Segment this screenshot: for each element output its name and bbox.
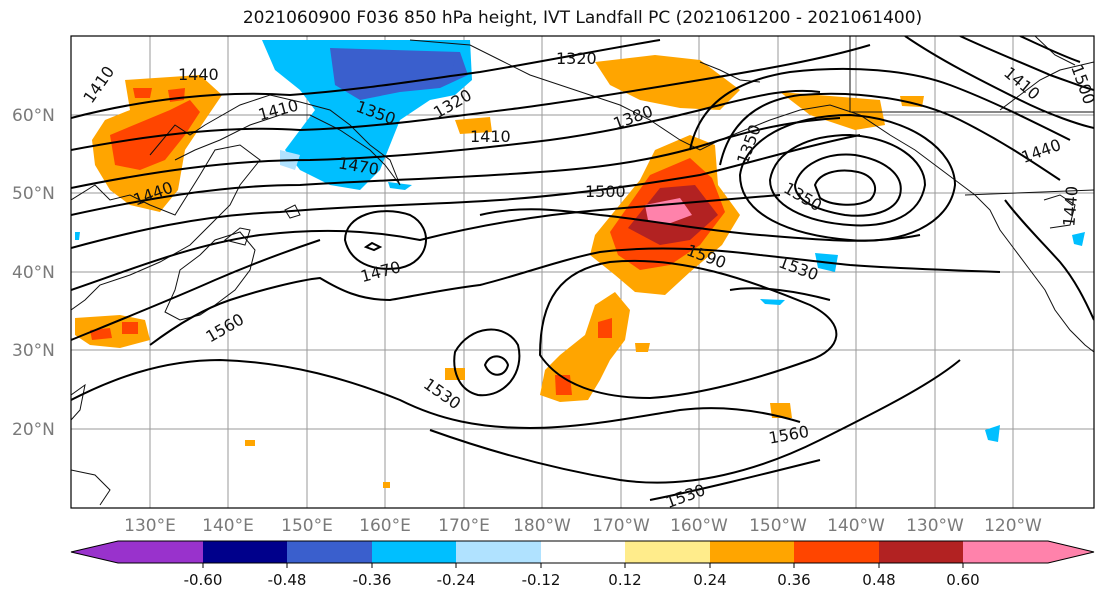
longitude-labels: 130°E 140°E 150°E 160°E 170°E 180°W 170°…: [124, 516, 1042, 536]
height-contours: [71, 36, 1094, 501]
contour-label: 1410: [470, 127, 511, 146]
colorbar-swatch: [203, 541, 287, 563]
lon-label: 170°E: [438, 516, 490, 536]
map-title: 2021060900 F036 850 hPa height, IVT Land…: [242, 8, 923, 28]
colorbar-swatch: [372, 541, 456, 563]
lon-label: 120°W: [984, 516, 1042, 536]
lon-label: 140°E: [202, 516, 254, 536]
colorbar-swatch: [794, 541, 879, 563]
contour-label: 1440: [1059, 185, 1081, 227]
contour-label: 1500: [585, 182, 626, 201]
colorbar-tick-label: -0.12: [522, 571, 561, 589]
colorbar-swatch: [541, 541, 625, 563]
map-border: [70, 35, 1095, 509]
lat-label: 20°N: [12, 420, 55, 440]
lon-label: 160°W: [670, 516, 728, 536]
lat-label: 30°N: [12, 341, 55, 361]
lon-label: 150°W: [749, 516, 807, 536]
colorbar-tick-label: -0.36: [353, 571, 392, 589]
lon-label: 150°E: [281, 516, 333, 536]
colorbar-tick-label: -0.24: [437, 571, 476, 589]
colorbar: -0.60 -0.48 -0.36 -0.24 -0.12 0.12 0.24 …: [70, 540, 1095, 589]
contour-label: 1320: [556, 49, 597, 68]
lon-label: 140°W: [827, 516, 885, 536]
colorbar-swatch: [287, 541, 372, 563]
colorbar-outline: [70, 540, 1095, 564]
colorbar-tick-label: -0.48: [268, 571, 307, 589]
colorbar-tick-label: 0.24: [693, 571, 726, 589]
colorbar-swatch: [625, 541, 710, 563]
colorbar-tick-label: 0.48: [862, 571, 895, 589]
colorbar-swatch: [1048, 541, 1094, 563]
lon-label: 130°E: [124, 516, 176, 536]
lat-label: 60°N: [12, 106, 55, 126]
colorbar-swatch: [710, 541, 794, 563]
lon-label: 130°W: [906, 516, 964, 536]
colorbar-tick-label: -0.60: [184, 571, 223, 589]
colorbar-tick-label: 0.60: [946, 571, 979, 589]
lon-label: 170°W: [592, 516, 650, 536]
latitude-labels: 60°N 50°N 40°N 30°N 20°N: [12, 106, 55, 440]
lon-label: 180°W: [513, 516, 571, 536]
colorbar-swatch: [456, 541, 541, 563]
coastlines: [71, 36, 1094, 506]
contour-label: 1440: [178, 65, 219, 84]
lat-label: 40°N: [12, 263, 55, 283]
colorbar-swatch: [963, 541, 1048, 563]
colorbar-swatch: [118, 541, 203, 563]
colorbar-tick-label: 0.12: [608, 571, 641, 589]
colorbar-tick-label: 0.36: [777, 571, 810, 589]
lon-label: 160°E: [359, 516, 411, 536]
lat-label: 50°N: [12, 184, 55, 204]
colorbar-swatch: [71, 541, 118, 563]
colorbar-swatch: [879, 541, 963, 563]
